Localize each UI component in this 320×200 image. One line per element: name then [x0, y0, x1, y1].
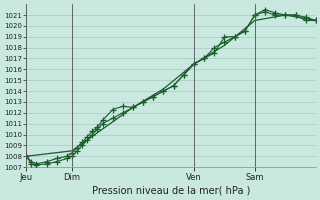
X-axis label: Pression niveau de la mer( hPa ): Pression niveau de la mer( hPa ) [92, 186, 250, 196]
